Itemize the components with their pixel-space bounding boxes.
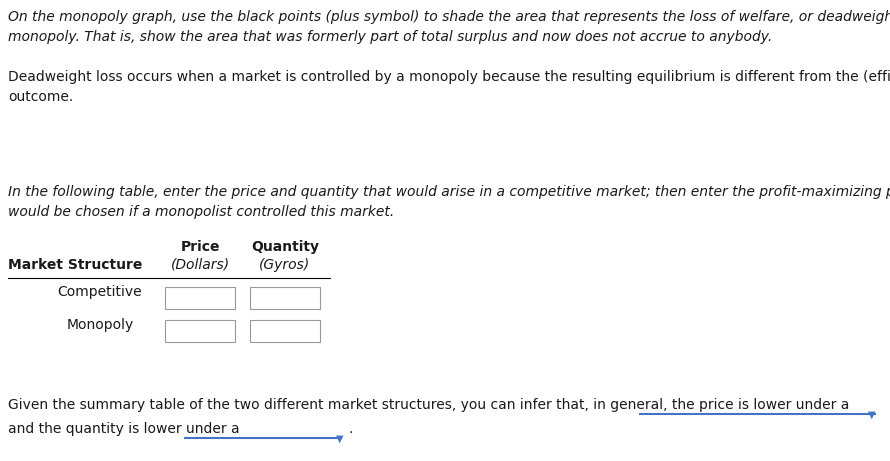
Text: Deadweight loss occurs when a market is controlled by a monopoly because the res: Deadweight loss occurs when a market is … [8, 70, 890, 84]
Text: Monopoly: Monopoly [67, 318, 134, 332]
FancyBboxPatch shape [250, 320, 320, 342]
FancyBboxPatch shape [165, 287, 235, 309]
Text: .: . [348, 422, 352, 436]
FancyBboxPatch shape [250, 287, 320, 309]
Text: Competitive: Competitive [58, 285, 142, 299]
Text: ▼: ▼ [868, 410, 875, 420]
Text: (Gyros): (Gyros) [259, 258, 311, 272]
Text: outcome.: outcome. [8, 90, 73, 104]
Text: Quantity: Quantity [251, 240, 319, 254]
Text: Given the summary table of the two different market structures, you can infer th: Given the summary table of the two diffe… [8, 398, 849, 412]
Text: (Dollars): (Dollars) [171, 258, 230, 272]
Text: In the following table, enter the price and quantity that would arise in a compe: In the following table, enter the price … [8, 185, 890, 199]
Text: monopoly. That is, show the area that was formerly part of total surplus and now: monopoly. That is, show the area that wa… [8, 30, 773, 44]
Text: Price: Price [181, 240, 220, 254]
Text: ▼: ▼ [336, 434, 344, 444]
Text: would be chosen if a monopolist controlled this market.: would be chosen if a monopolist controll… [8, 205, 394, 219]
FancyBboxPatch shape [165, 320, 235, 342]
Text: On the monopoly graph, use the black points (plus symbol) to shade the area that: On the monopoly graph, use the black poi… [8, 10, 890, 24]
Text: Market Structure: Market Structure [8, 258, 142, 272]
Text: and the quantity is lower under a: and the quantity is lower under a [8, 422, 239, 436]
